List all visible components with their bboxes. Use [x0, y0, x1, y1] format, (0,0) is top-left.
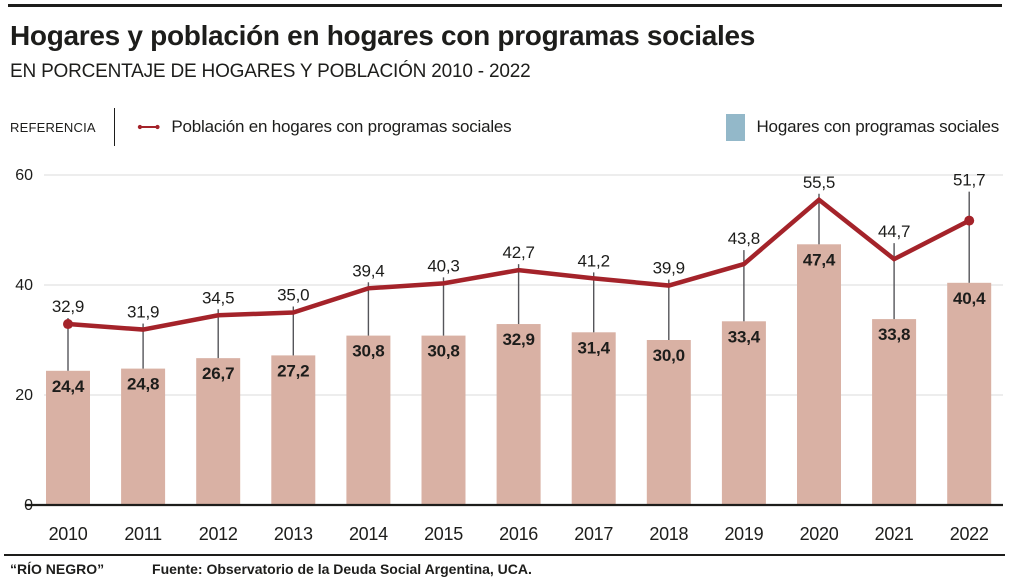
- combo-chart-canvas: 32,9 31,9 34,5 35,0 39,4 40,3 42,7 41,2 39,9 43,8…: [15, 167, 1003, 544]
- bar-2017: [571, 332, 616, 505]
- xtick-label-2012: 2012: [199, 524, 238, 544]
- footer: “RÍO NEGRO” Fuente: Observatorio de la D…: [10, 561, 999, 577]
- xtick-label-2010: 2010: [49, 524, 88, 544]
- bar-value-label-2019: 33,4: [728, 327, 761, 346]
- top-rule: [8, 4, 1002, 7]
- bar-series-swatch-icon: [726, 113, 746, 141]
- footer-rule: [4, 554, 1005, 556]
- xtick-label-2013: 2013: [274, 524, 313, 544]
- line-value-label-2013: 35,0: [277, 286, 309, 305]
- xtick-label-2017: 2017: [574, 524, 613, 544]
- page-title: Hogares y población en hogares con progr…: [10, 20, 756, 51]
- bar-value-label-2022: 40,4: [953, 289, 986, 308]
- xtick-label-2022: 2022: [950, 524, 989, 544]
- line-value-label-2010: 32,9: [52, 297, 84, 316]
- bar-value-label-2020: 47,4: [803, 250, 836, 269]
- bar-2021: [872, 319, 917, 505]
- bar-2016: [496, 324, 541, 505]
- xtick-label-2015: 2015: [424, 524, 463, 544]
- legend-bar-series-label: Hogares con programas sociales: [756, 117, 999, 136]
- bar-2019: [721, 321, 766, 505]
- line-value-label-2014: 39,4: [352, 261, 384, 280]
- line-endpoint-dot-2010: [63, 319, 73, 330]
- bar-2014: [346, 335, 391, 505]
- bar-2015: [421, 335, 466, 505]
- line-value-label-2011: 31,9: [127, 303, 159, 322]
- line-value-label-2019: 43,8: [728, 229, 760, 248]
- legend-divider: [113, 108, 115, 146]
- legend: REFERENCIA Población en hogares con prog…: [10, 107, 999, 147]
- bar-value-label-2015: 30,8: [427, 342, 459, 361]
- bar-value-label-2010: 24,4: [52, 377, 85, 396]
- line-series-swatch-icon: [137, 124, 160, 130]
- bar-2020: [797, 244, 841, 506]
- ytick-label-0: 0: [24, 497, 33, 514]
- bar-value-label-2017: 31,4: [578, 338, 611, 357]
- line-value-label-2015: 40,3: [427, 256, 459, 275]
- line-value-label-2018: 39,9: [653, 259, 685, 278]
- bar-value-label-2012: 26,7: [202, 364, 234, 383]
- legend-reference-label: REFERENCIA: [10, 119, 96, 135]
- line-value-label-2016: 42,7: [502, 243, 534, 262]
- bar-value-label-2013: 27,2: [277, 361, 309, 380]
- bar-2012: [196, 358, 241, 505]
- ytick-label-60: 60: [15, 167, 33, 184]
- bar-2022: [947, 282, 992, 505]
- bar-2018: [646, 340, 691, 505]
- bar-2013: [271, 355, 316, 505]
- legend-line-series-label: Población en hogares con programas socia…: [171, 117, 512, 136]
- brand-label: “RÍO NEGRO”: [10, 561, 105, 577]
- source-label: Fuente: Observatorio de la Deuda Social …: [152, 561, 532, 577]
- bar-value-label-2021: 33,8: [878, 325, 910, 344]
- xtick-label-2018: 2018: [649, 524, 688, 544]
- line-value-label-2012: 34,5: [202, 288, 234, 307]
- xtick-label-2021: 2021: [875, 524, 914, 544]
- xtick-label-2016: 2016: [499, 524, 538, 544]
- line-value-label-2020: 55,5: [803, 173, 835, 192]
- bar-value-label-2011: 24,8: [127, 375, 159, 394]
- line-value-label-2021: 44,7: [878, 222, 910, 241]
- ytick-label-20: 20: [15, 387, 33, 404]
- population-line: [67, 196, 971, 332]
- xtick-label-2019: 2019: [724, 524, 763, 544]
- xtick-label-2014: 2014: [349, 524, 388, 544]
- xtick-label-2020: 2020: [800, 524, 839, 544]
- bar-value-label-2018: 30,0: [653, 346, 685, 365]
- xtick-label-2011: 2011: [124, 524, 162, 544]
- bar-value-label-2016: 32,9: [502, 330, 534, 349]
- line-value-label-2022: 51,7: [953, 171, 985, 190]
- page-subtitle: EN PORCENTAJE DE HOGARES Y POBLACIÓN 201…: [10, 61, 531, 82]
- bar-2011: [121, 368, 166, 505]
- bar-value-label-2014: 30,8: [352, 342, 384, 361]
- line-endpoint-dot-2022: [964, 215, 975, 226]
- bar-2010: [46, 370, 90, 505]
- ytick-label-40: 40: [15, 277, 33, 294]
- line-value-label-2017: 41,2: [578, 251, 610, 270]
